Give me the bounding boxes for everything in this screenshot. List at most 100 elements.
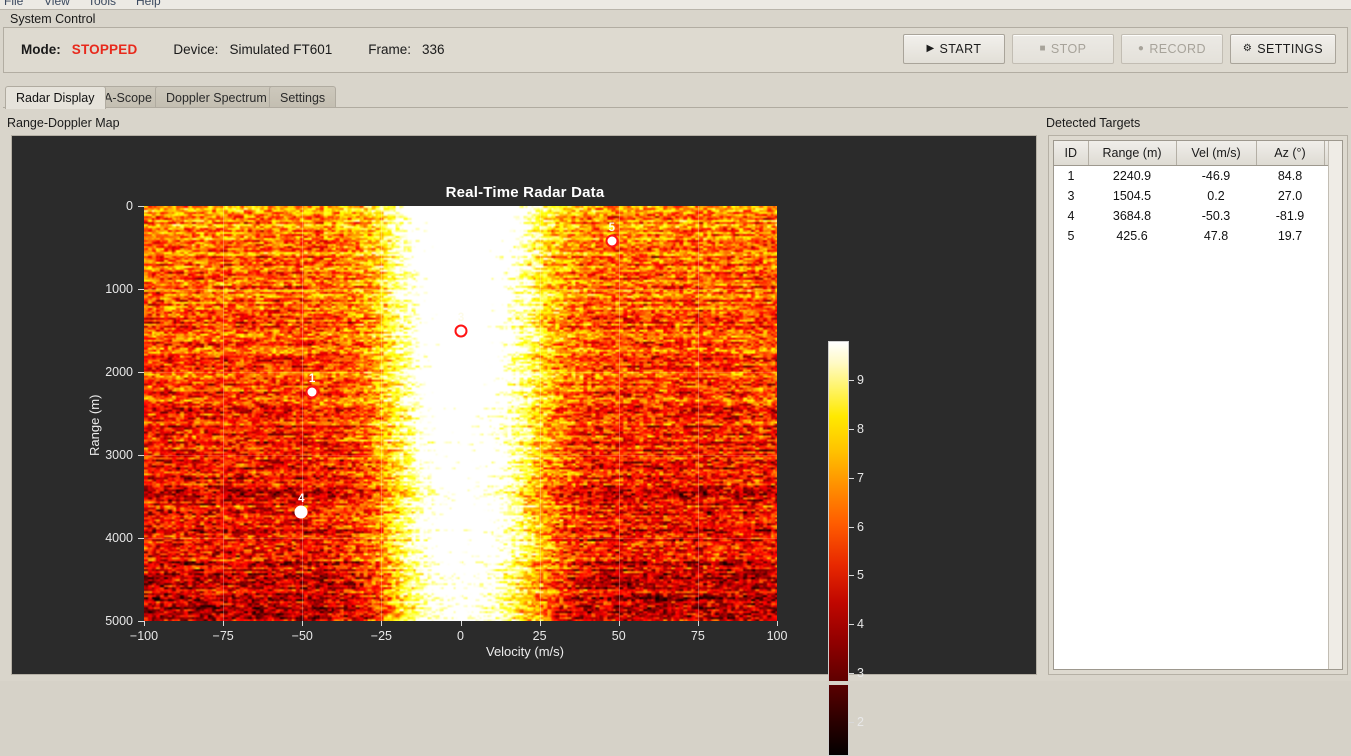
- menu-item-file[interactable]: File: [4, 0, 24, 8]
- table-cell: -50.3: [1176, 206, 1256, 226]
- grid-line-vertical: [697, 206, 699, 621]
- tab-doppler-spectrum-label: Doppler Spectrum: [166, 90, 267, 105]
- table-cell: 5: [1054, 226, 1088, 246]
- table-cell: -81.9: [1256, 206, 1324, 226]
- table-header-cell-1[interactable]: ID: [1054, 141, 1089, 166]
- x-tick-mark: [223, 621, 225, 626]
- y-tick-label: 1000: [105, 282, 133, 296]
- y-tick-mark: [138, 621, 144, 622]
- colorbar-tick-label: 8: [857, 421, 864, 436]
- tab-settings-label: Settings: [280, 90, 326, 105]
- x-axis-label: Velocity (m/s): [485, 644, 564, 659]
- x-tick-mark: [302, 621, 304, 626]
- table-header-row: ID Range (m) Vel (m/s) Az (°): [1054, 141, 1342, 166]
- range-doppler-map-label: Range-Doppler Map: [7, 116, 120, 130]
- target-marker-3[interactable]: [454, 324, 468, 338]
- x-tick-mark: [381, 621, 383, 626]
- colorbar-tick-label: 7: [857, 470, 864, 485]
- table-row[interactable]: 3 1504.5 0.2 27.0: [1054, 186, 1342, 206]
- tab-settings[interactable]: Settings: [269, 86, 337, 108]
- x-tick-label: −50: [291, 629, 313, 643]
- y-tick-mark: [138, 455, 144, 456]
- target-marker-1[interactable]: [305, 385, 319, 399]
- target-marker-label-1: 1: [308, 372, 316, 385]
- y-tick-label: 5000: [105, 614, 133, 628]
- detected-targets-label: Detected Targets: [1046, 116, 1141, 130]
- grid-line-horizontal: [144, 372, 777, 373]
- table-row[interactable]: 4 3684.8 -50.3 -81.9: [1054, 206, 1342, 226]
- table-cell: 27.0: [1256, 186, 1324, 206]
- x-tick-label: −75: [212, 629, 234, 643]
- start-button-label: START: [939, 42, 982, 56]
- colorbar-tick-mark: [849, 575, 854, 577]
- menu-bar: File View Tools Help: [0, 0, 1351, 10]
- table-body: 1 2240.9 -46.9 84.8 3 1504.5 0.2 27.0 4 3684.8 -50…: [1054, 165, 1342, 246]
- x-tick-mark: [144, 621, 145, 626]
- stop-button-label: STOP: [1050, 42, 1087, 56]
- tab-radar-display[interactable]: Radar Display: [5, 86, 106, 109]
- y-tick-mark: [138, 372, 144, 373]
- tab-a-scope[interactable]: A-Scope: [93, 86, 163, 108]
- menu-item-view[interactable]: View: [44, 0, 70, 8]
- mode-label: Mode:: [21, 41, 61, 57]
- detected-targets-panel: ID Range (m) Vel (m/s) Az (°) 1 2240.9 -46.9 8…: [1048, 135, 1348, 675]
- target-marker-5[interactable]: [605, 234, 619, 248]
- x-tick-label: −25: [370, 629, 392, 643]
- target-marker-4[interactable]: [294, 505, 308, 519]
- colorbar-tick-mark: [849, 721, 854, 723]
- grid-line-vertical: [223, 206, 225, 621]
- grid-line-vertical: [302, 206, 304, 621]
- table-cell: 1: [1054, 165, 1088, 186]
- tab-doppler-spectrum[interactable]: Doppler Spectrum: [155, 86, 278, 108]
- stop-button[interactable]: ■ STOP: [1011, 34, 1114, 64]
- y-tick-label: 4000: [105, 531, 133, 545]
- table-row[interactable]: 1 2240.9 -46.9 84.8: [1054, 165, 1342, 186]
- record-button-label: RECORD: [1149, 42, 1206, 56]
- x-tick-label: 50: [611, 629, 626, 643]
- status-bar: [0, 681, 1351, 685]
- y-axis-label: Range (m): [87, 394, 102, 456]
- record-button[interactable]: ● RECORD: [1120, 34, 1223, 64]
- table-cell: 19.7: [1256, 226, 1324, 246]
- y-tick-label: 0: [126, 199, 133, 213]
- grid-line-horizontal: [144, 538, 777, 539]
- table-cell: 3684.8: [1088, 206, 1176, 226]
- tab-a-scope-label: A-Scope: [104, 90, 152, 105]
- y-tick-label: 2000: [105, 365, 133, 379]
- table-header-cell-4[interactable]: Az (°): [1256, 141, 1325, 166]
- tab-underline: [3, 107, 1348, 108]
- colorbar-tick-label: 9: [857, 373, 864, 388]
- x-tick-label: 100: [766, 629, 788, 643]
- menu-item-tools[interactable]: Tools: [88, 0, 117, 8]
- x-tick-mark: [460, 621, 462, 626]
- table-cell: 3: [1054, 186, 1088, 206]
- settings-button-label: SETTINGS: [1257, 42, 1323, 56]
- device-value: Simulated FT601: [229, 41, 333, 57]
- plot-title: Real-Time Radar Data: [445, 184, 605, 201]
- start-button[interactable]: ▶ START: [902, 34, 1005, 64]
- colorbar-tick-label: 6: [857, 519, 864, 534]
- x-tick-mark: [618, 621, 620, 626]
- record-icon: ●: [1137, 43, 1145, 54]
- settings-button[interactable]: ⚙ SETTINGS: [1229, 34, 1336, 64]
- table-header-cell-2[interactable]: Range (m): [1088, 141, 1177, 166]
- table-cell: 0.2: [1176, 186, 1256, 206]
- target-marker-label-4: 4: [298, 492, 305, 505]
- heatmap-axes[interactable]: [144, 206, 777, 621]
- targets-table-container[interactable]: ID Range (m) Vel (m/s) Az (°) 1 2240.9 -46.9 8…: [1053, 140, 1343, 670]
- x-tick-mark: [539, 621, 541, 626]
- table-cell: 2240.9: [1088, 165, 1176, 186]
- table-header-cell-3[interactable]: Vel (m/s): [1176, 141, 1257, 166]
- frame-value: 336: [422, 41, 445, 57]
- mode-value: STOPPED: [71, 41, 138, 57]
- colorbar-tick-mark: [849, 477, 854, 479]
- range-doppler-plot[interactable]: Real-Time Radar Data −100 −75 −50 −25 0 25 50 7…: [11, 135, 1037, 756]
- targets-table-scrollbar[interactable]: [1328, 141, 1342, 669]
- control-button-bar: ▶ START ■ STOP ● RECORD ⚙ SETTINGS: [902, 34, 1336, 64]
- colorbar-tick-mark: [849, 526, 854, 528]
- table-row[interactable]: 5 425.6 47.8 19.7: [1054, 226, 1342, 246]
- menu-item-help[interactable]: Help: [136, 0, 161, 8]
- colorbar-tick-mark: [849, 673, 854, 674]
- x-tick-mark: [697, 621, 699, 626]
